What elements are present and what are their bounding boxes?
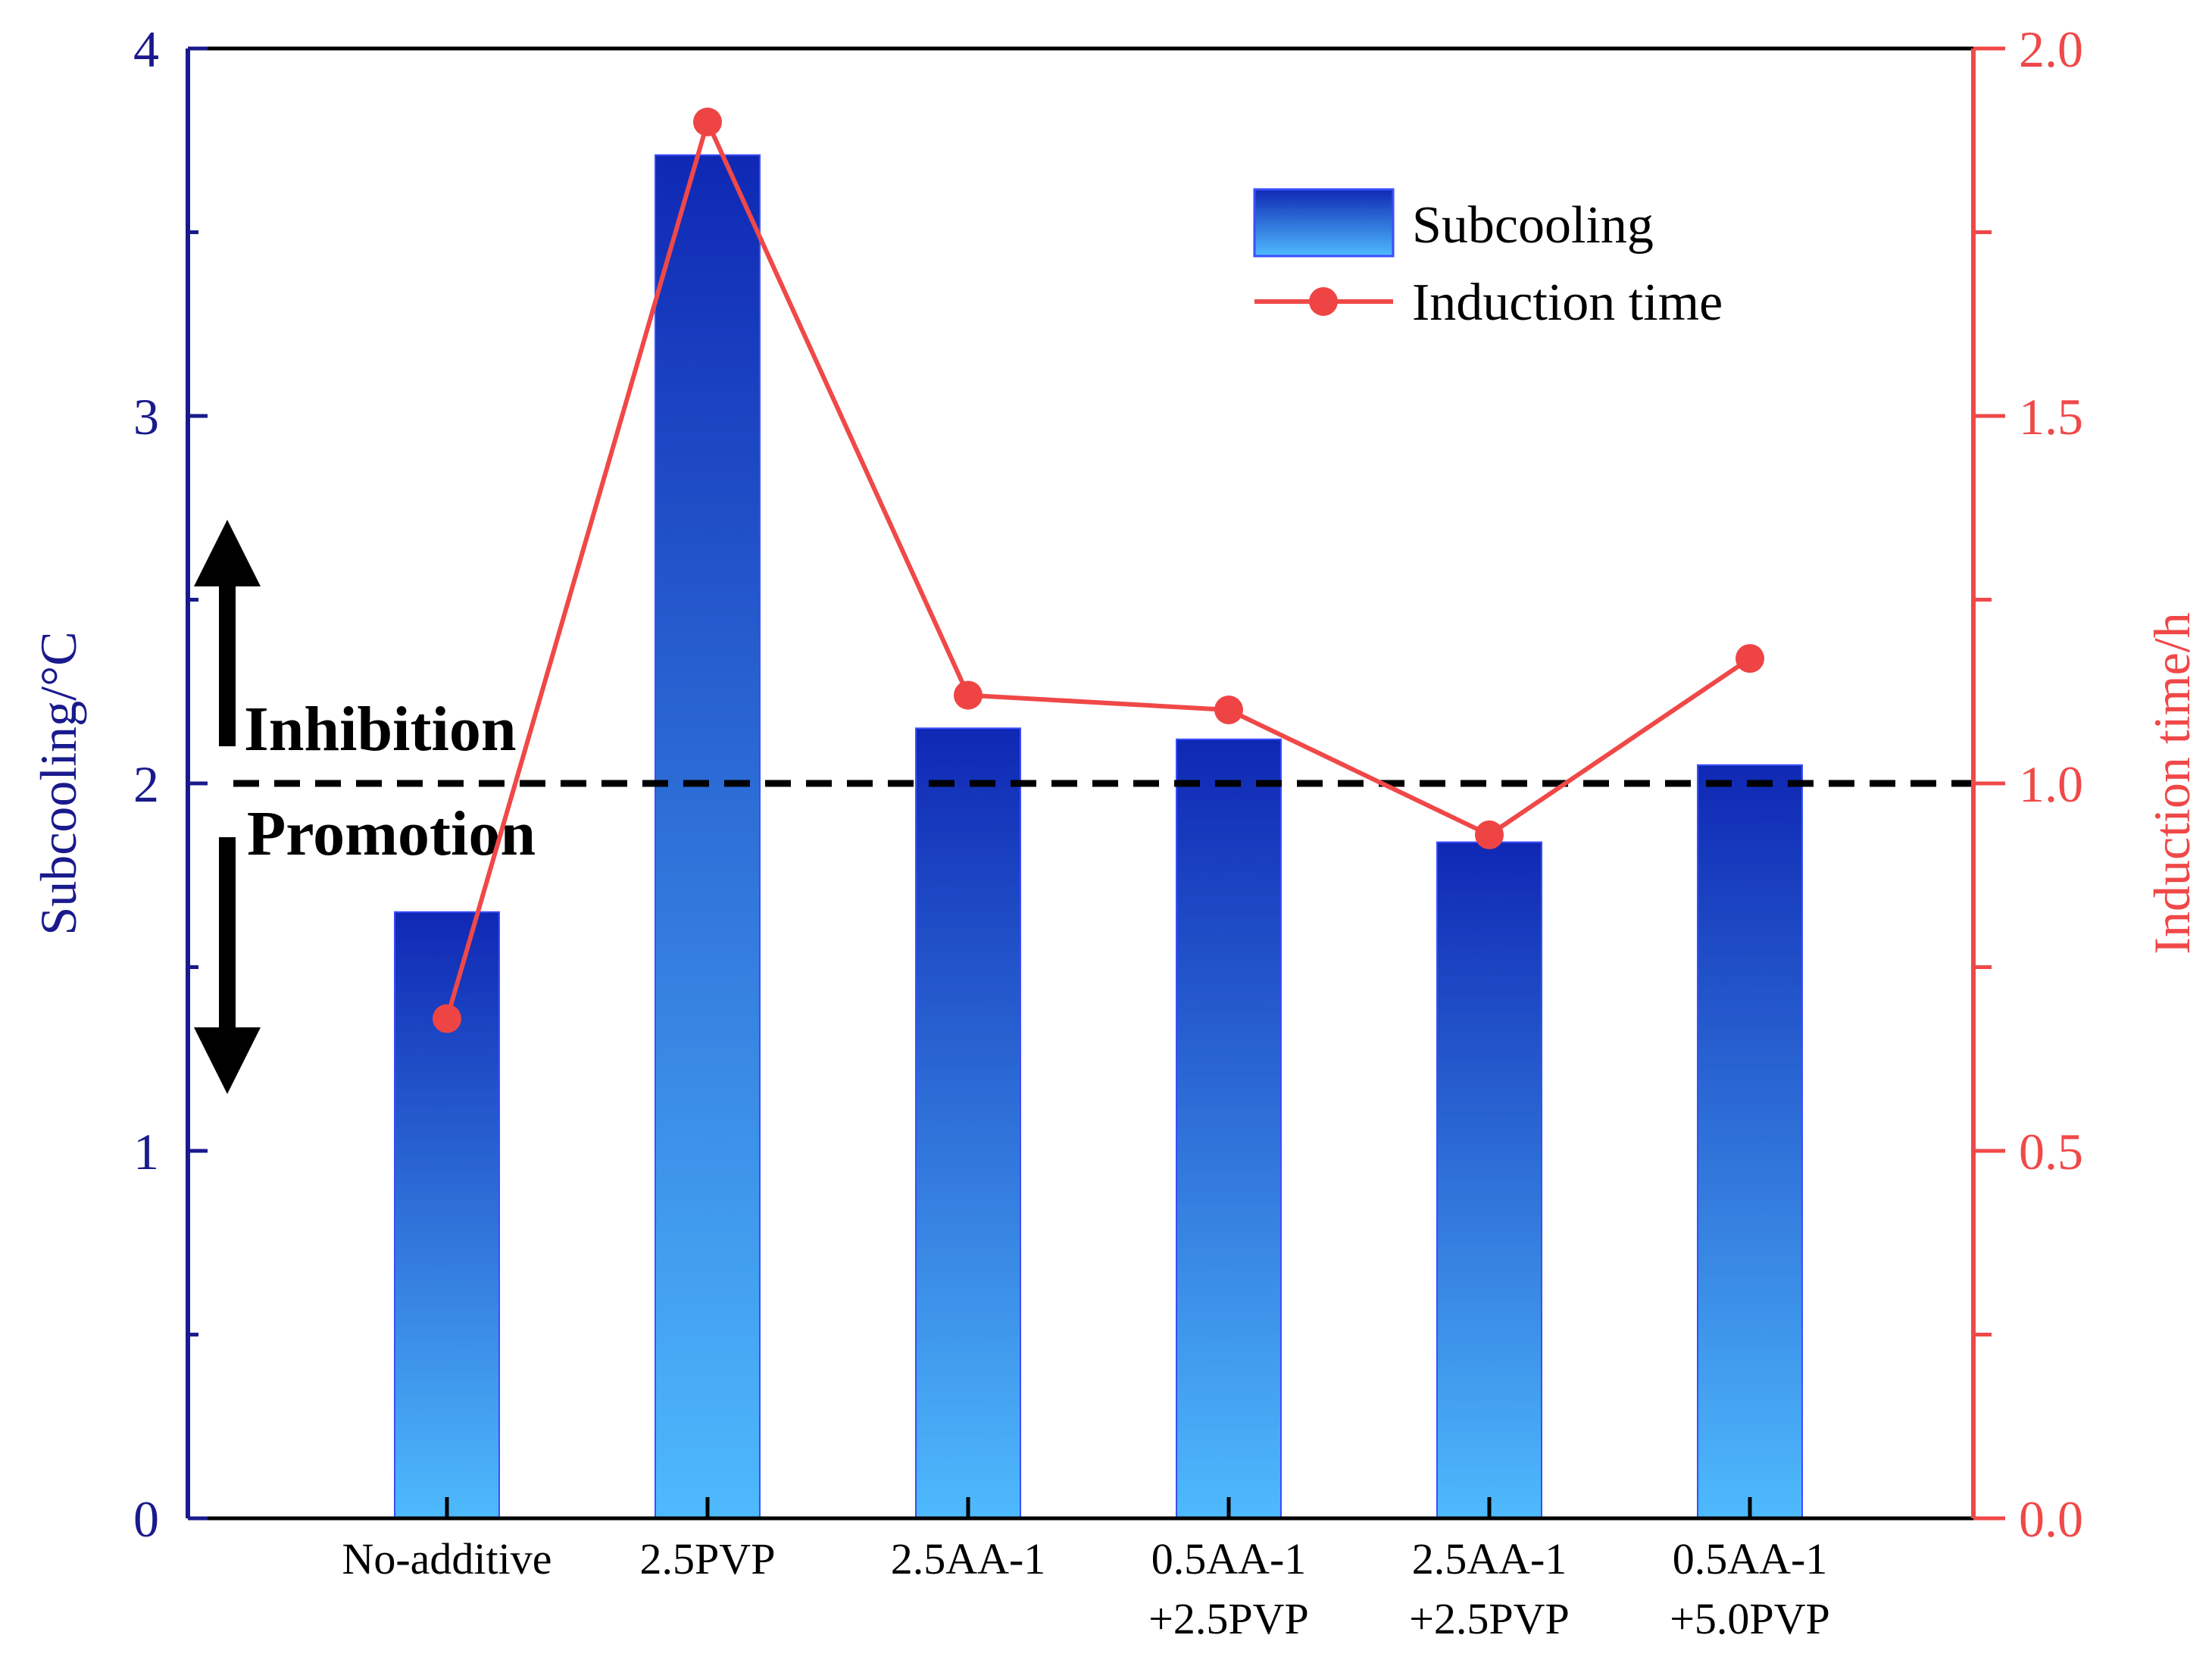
x-tick-label: +2.5PVP [1148,1594,1309,1643]
right-tick-label: 0.5 [2019,1123,2083,1180]
legend-label-induction: Induction time [1412,274,1723,332]
legend-marker-swatch [1309,287,1338,316]
point-induction-time-1 [433,1004,461,1033]
point-induction-time-5 [1475,820,1504,849]
left-tick-label: 2 [133,755,159,813]
left-tick-label: 4 [133,20,159,78]
right-tick-label: 0.0 [2019,1490,2083,1548]
left-tick-label: 1 [133,1123,159,1180]
right-tick-label: 1.5 [2019,388,2083,445]
point-induction-time-2 [693,108,722,136]
x-tick-label: 0.5AA-1 [1151,1534,1307,1583]
x-tick-label: 2.5AA-1 [1412,1534,1567,1583]
x-tick-label: 0.5AA-1 [1673,1534,1828,1583]
bar-subcooling-2 [655,154,761,1519]
x-tick-label: 2.5AA-1 [891,1534,1046,1583]
x-tick-label: +2.5PVP [1409,1594,1570,1643]
left-tick-label: 0 [133,1490,159,1548]
annotation-promotion: Promotion [247,799,536,869]
point-induction-time-4 [1214,696,1243,724]
left-axis-title: Subcooling/°C [30,631,87,935]
left-tick-label: 3 [133,388,159,445]
x-tick-label: No-additive [342,1534,551,1583]
right-tick-label: 2.0 [2019,20,2083,78]
bar-subcooling-1 [394,911,500,1519]
bar-subcooling-6 [1697,764,1803,1519]
x-tick-label: +5.0PVP [1670,1594,1830,1643]
legend-bar-swatch [1253,188,1395,258]
line-induction-time [445,120,1751,1020]
right-axis-title: Induction time/h [2143,612,2201,954]
point-induction-time-3 [954,680,983,710]
legend-label-subcooling: Subcooling [1412,196,1654,255]
point-induction-time-6 [1736,644,1764,674]
x-tick-label: 2.5PVP [640,1534,776,1583]
bar-subcooling-4 [1176,738,1282,1519]
right-tick-label: 1.0 [2019,755,2083,813]
annotation-inhibition: Inhibition [244,694,517,764]
bar-subcooling-5 [1436,841,1542,1519]
bar-subcooling-3 [915,727,1021,1519]
